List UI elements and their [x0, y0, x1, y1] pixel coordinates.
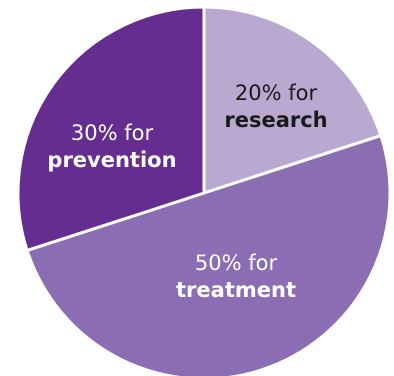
pie-slice-research [202, 5, 383, 195]
slice-percent-text: 50% for [195, 251, 278, 275]
pie-slice-prevention [16, 5, 206, 252]
pie-labels: 20% for research 50% for treatment 30% for pr… [47, 81, 327, 302]
pie-slice-treatment [25, 134, 392, 376]
pie-slices [16, 5, 392, 376]
slice-percent-text: 20% for [235, 81, 318, 105]
slice-category-text: prevention [47, 148, 176, 172]
slice-label-research: 20% for research [224, 81, 327, 132]
slice-category-text: research [224, 108, 327, 132]
slice-category-text: treatment [176, 278, 296, 302]
slice-percent-text: 30% for [71, 121, 154, 145]
slice-label-prevention: 30% for prevention [47, 121, 176, 172]
slice-label-treatment: 50% for treatment [176, 251, 296, 302]
